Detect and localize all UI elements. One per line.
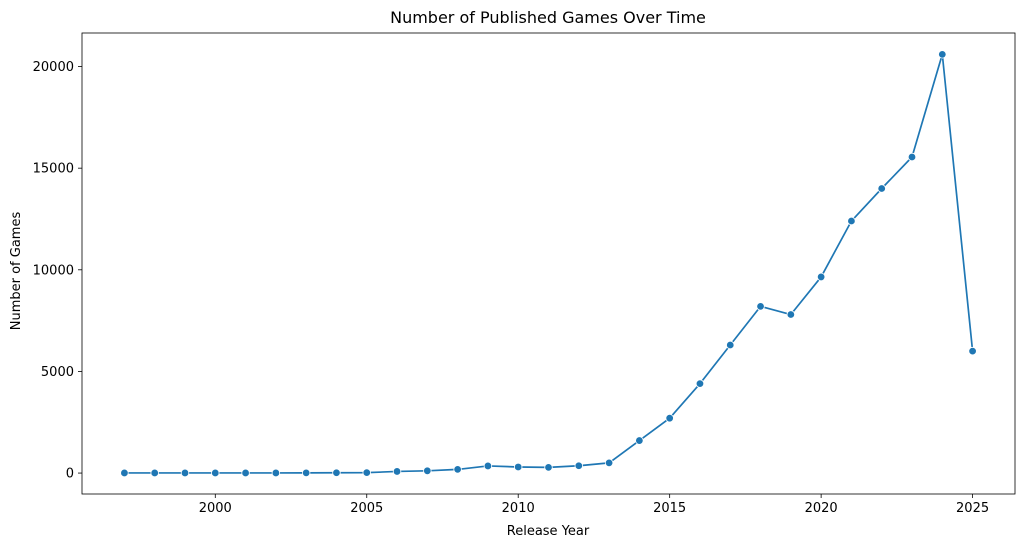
x-axis: 2000 2005 2010 2015 2020 2025 xyxy=(199,494,989,516)
data-point xyxy=(635,436,644,445)
y-tick-label: 5000 xyxy=(41,365,74,380)
data-point xyxy=(120,468,129,478)
data-point xyxy=(574,461,583,470)
data-point xyxy=(938,50,947,59)
data-point xyxy=(847,216,856,226)
series-line xyxy=(120,50,977,478)
data-point xyxy=(907,152,917,162)
data-point xyxy=(604,458,614,468)
y-axis: 0 5000 10000 15000 20000 xyxy=(33,60,82,482)
x-tick-label: 2000 xyxy=(199,501,232,516)
data-point xyxy=(514,462,523,472)
x-tick-label: 2025 xyxy=(956,501,989,516)
x-axis-label: Release Year xyxy=(507,524,590,539)
data-point xyxy=(483,461,493,471)
data-point xyxy=(211,468,220,478)
data-point xyxy=(665,413,674,423)
y-tick-label: 10000 xyxy=(33,263,74,278)
x-tick-label: 2020 xyxy=(805,501,838,516)
data-point xyxy=(816,272,826,282)
plot-area xyxy=(81,32,1016,495)
y-tick-label: 0 xyxy=(66,467,74,482)
data-point xyxy=(544,463,553,472)
plot-frame xyxy=(81,32,1016,495)
data-point xyxy=(726,340,735,350)
y-tick-label: 20000 xyxy=(33,60,74,75)
data-point xyxy=(786,310,796,319)
data-point xyxy=(150,468,159,478)
data-point xyxy=(301,468,311,478)
data-point xyxy=(332,468,341,477)
series-line-path xyxy=(124,53,974,474)
y-axis-label: Number of Games xyxy=(9,212,24,331)
x-tick-label: 2005 xyxy=(350,501,383,516)
x-tick-label: 2015 xyxy=(653,501,686,516)
data-point xyxy=(362,468,371,477)
data-point xyxy=(423,466,432,476)
data-point xyxy=(756,302,765,311)
data-point xyxy=(453,465,462,474)
data-point xyxy=(392,467,402,476)
data-point xyxy=(180,468,190,478)
y-tick-label: 15000 xyxy=(33,162,74,177)
data-point xyxy=(968,346,977,356)
data-point xyxy=(877,184,886,193)
x-tick-label: 2010 xyxy=(502,501,535,516)
data-point xyxy=(695,379,705,388)
chart-title: Number of Published Games Over Time xyxy=(390,8,706,27)
data-point xyxy=(271,468,281,478)
data-point xyxy=(241,468,250,478)
